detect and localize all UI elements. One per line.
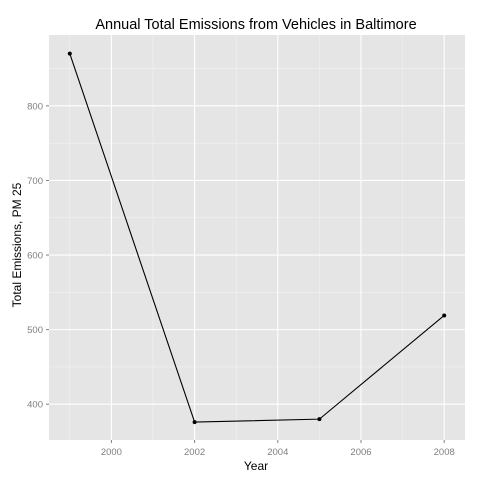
series-line bbox=[69, 53, 445, 423]
data-point bbox=[317, 417, 322, 422]
x-tick-label: 2000 bbox=[101, 447, 122, 458]
x-tick-label: 2002 bbox=[184, 447, 205, 458]
major-gridlines bbox=[49, 35, 465, 440]
x-tick-label: 2008 bbox=[434, 447, 455, 458]
minor-gridlines bbox=[49, 35, 465, 440]
series-layer bbox=[67, 51, 447, 425]
y-axis: 400 500 600 700 800 bbox=[27, 101, 49, 411]
y-tick-label: 800 bbox=[27, 101, 43, 112]
x-axis-title: Year bbox=[244, 459, 268, 473]
y-tick-label: 500 bbox=[27, 325, 43, 336]
data-point bbox=[192, 420, 197, 425]
chart-title: Annual Total Emissions from Vehicles in … bbox=[95, 17, 416, 33]
x-axis: 2000 2002 2004 2006 2008 bbox=[101, 440, 455, 458]
x-tick-label: 2004 bbox=[267, 447, 288, 458]
y-tick-label: 700 bbox=[27, 176, 43, 187]
y-tick-label: 400 bbox=[27, 400, 43, 411]
plot-panel bbox=[49, 35, 465, 440]
data-point bbox=[67, 51, 72, 56]
data-point bbox=[442, 313, 447, 318]
y-tick-label: 600 bbox=[27, 251, 43, 262]
y-axis-title: Total Emissions, PM 25 bbox=[10, 182, 24, 307]
x-tick-label: 2006 bbox=[350, 447, 371, 458]
